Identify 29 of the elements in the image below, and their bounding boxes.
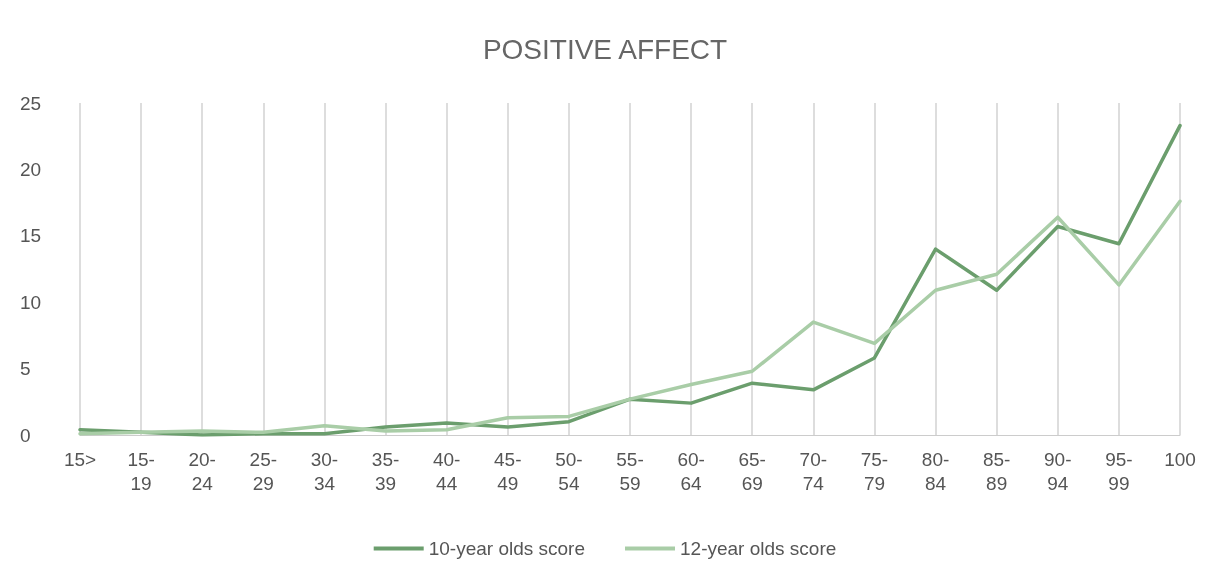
chart-title: POSITIVE AFFECT [482,33,728,65]
x-tick-label: 15- 19 [127,448,155,494]
x-tick-label: 80- 84 [921,448,950,494]
y-tick-label: 25 [20,92,42,114]
x-tick-label: 85- 89 [982,448,1011,494]
x-tick-label: 15> [63,448,97,470]
x-tick-label: 45- 49 [494,448,522,494]
line-series [78,199,1182,436]
x-tick-label: 70- 74 [799,448,828,494]
x-tick-label: 40- 44 [432,448,461,494]
y-tick-label: 5 [20,358,31,380]
x-tick-label: 65- 69 [738,448,766,494]
y-tick-label: 15 [20,225,42,247]
x-tick-label: 50- 54 [555,448,583,494]
x-tick-label: 20- 24 [188,448,216,494]
x-tick-label: 75- 79 [860,448,889,494]
x-tick-label: 100 [1164,448,1196,470]
x-tick-label: 55- 59 [616,448,644,494]
x-tick-label: 35- 39 [371,448,400,494]
x-tick-label: 30- 34 [310,448,339,494]
x-tick-label: 60- 64 [677,448,705,494]
x-tick-label: 25- 29 [249,448,278,494]
y-tick-label: 20 [20,158,42,180]
x-tick-label: 95- 99 [1105,448,1133,494]
legend-label: 10-year olds score [428,538,585,559]
y-tick-label: 10 [20,291,42,313]
legend-label: 12-year olds score [680,538,837,559]
x-tick-label: 90- 94 [1044,448,1072,494]
y-tick-label: 0 [20,424,31,446]
